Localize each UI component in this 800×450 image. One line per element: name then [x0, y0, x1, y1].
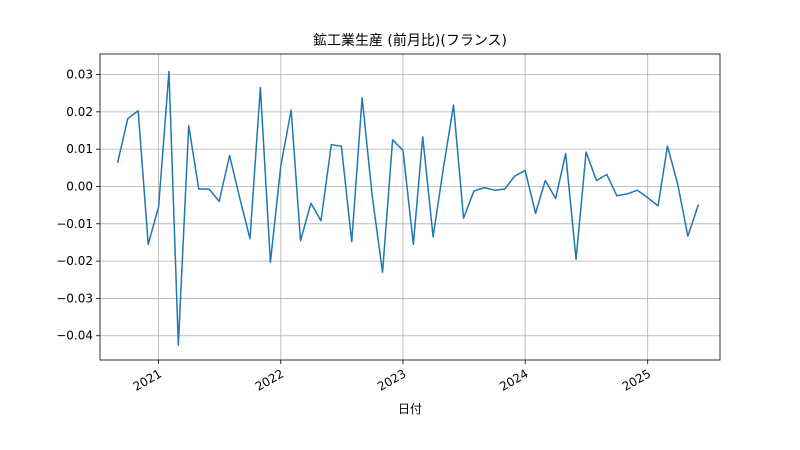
x-tick-label: 2024: [497, 366, 530, 393]
y-axis: 0.03 0.02 0.01 0.00 −0.01 −0.02 −0.03 −0.04: [56, 68, 100, 343]
x-tick-label: 2023: [375, 366, 408, 393]
y-tick-label: 0.03: [66, 68, 93, 82]
y-tick-label: −0.03: [56, 291, 93, 305]
series-layer: [116, 70, 699, 346]
y-tick-label: 0.00: [66, 179, 93, 193]
x-tick-label: 2025: [620, 366, 653, 393]
plot-frame: [99, 53, 721, 361]
y-tick-label: 0.02: [66, 105, 93, 119]
y-tick-label: 0.01: [66, 142, 93, 156]
x-axis: 2021 2022 2023 2024 2025: [131, 360, 653, 394]
y-tick-label: −0.02: [56, 254, 93, 268]
x-tick-label: 2021: [131, 366, 164, 393]
y-tick-label: −0.04: [56, 329, 93, 343]
y-tick-label: −0.01: [56, 217, 93, 231]
series-line-0: [116, 70, 699, 346]
chart-title: 鉱工業生産 (前月比)(フランス): [313, 32, 507, 49]
x-axis-label: 日付: [398, 402, 422, 416]
grid: [100, 54, 720, 360]
x-tick-label: 2022: [253, 366, 286, 393]
